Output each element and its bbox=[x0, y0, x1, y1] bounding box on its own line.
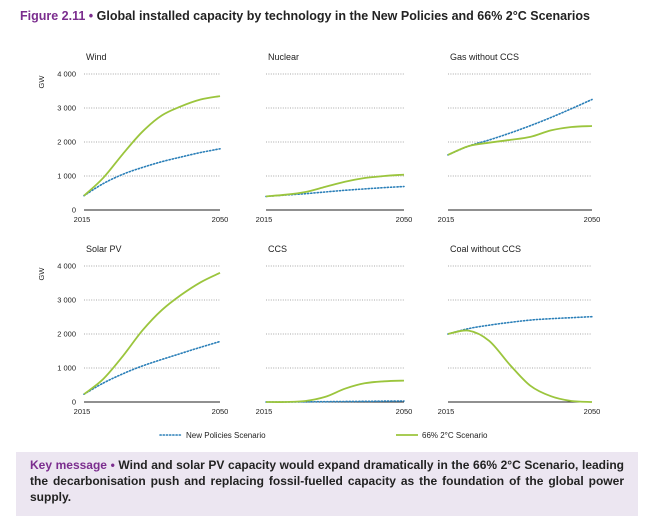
key-message-separator: • bbox=[106, 458, 119, 472]
legend-label-new-policies: New Policies Scenario bbox=[186, 431, 266, 440]
x-tick-label: 2015 bbox=[74, 215, 91, 224]
y-axis-label: GW bbox=[37, 267, 46, 281]
legend-label-66-2c: 66% 2°C Scenario bbox=[422, 431, 488, 440]
y-tick-label: 0 bbox=[72, 206, 76, 215]
key-message-label: Key message bbox=[30, 458, 107, 472]
y-tick-label: 4 000 bbox=[57, 262, 76, 271]
x-tick-label: 2050 bbox=[212, 215, 229, 224]
y-tick-label: 4 000 bbox=[57, 70, 76, 79]
x-tick-label: 2050 bbox=[584, 215, 601, 224]
series-line-nuclear-new-policies-scenario bbox=[265, 185, 405, 198]
series-line-ccs-66-2-c-scenario bbox=[265, 379, 405, 403]
panel-title-wind: Wind bbox=[86, 52, 107, 62]
x-tick-label: 2050 bbox=[584, 407, 601, 416]
panel-title-solar-pv: Solar PV bbox=[86, 244, 122, 254]
y-tick-label: 1 000 bbox=[57, 364, 76, 373]
series-line-nuclear-66-2-c-scenario bbox=[265, 173, 405, 198]
y-tick-label: 2 000 bbox=[57, 138, 76, 147]
key-message-box: Key message • Wind and solar PV capacity… bbox=[16, 452, 638, 516]
figure-title: Figure 2.11 • Global installed capacity … bbox=[20, 9, 640, 23]
y-tick-label: 0 bbox=[72, 398, 76, 407]
panel-title-gas-without-ccs: Gas without CCS bbox=[450, 52, 519, 62]
y-tick-label: 3 000 bbox=[57, 296, 76, 305]
y-tick-label: 2 000 bbox=[57, 330, 76, 339]
series-line-wind-66-2-c-scenario bbox=[83, 95, 221, 197]
series-line-solar-pv-new-policies-scenario bbox=[83, 340, 221, 395]
key-message-text: Wind and solar PV capacity would expand … bbox=[30, 458, 624, 504]
series-line-coal-without-ccs-new-policies-scenario bbox=[447, 315, 593, 335]
y-tick-label: 3 000 bbox=[57, 104, 76, 113]
series-line-wind-new-policies-scenario bbox=[83, 148, 221, 197]
figure-title-separator: • bbox=[85, 9, 97, 23]
x-tick-label: 2015 bbox=[256, 215, 273, 224]
series-line-ccs-new-policies-scenario bbox=[265, 400, 405, 403]
series-line-coal-without-ccs-66-2-c-scenario bbox=[447, 329, 593, 403]
figure-title-text: Global installed capacity by technology … bbox=[96, 9, 590, 23]
panel-title-ccs: CCS bbox=[268, 244, 287, 254]
x-tick-label: 2015 bbox=[74, 407, 91, 416]
x-tick-label: 2015 bbox=[438, 407, 455, 416]
small-multiples-chart: Wind 0 1 000 2 000 3 000 4 000 GW 2015 2050 Nucle… bbox=[37, 52, 601, 440]
x-tick-label: 2050 bbox=[396, 215, 413, 224]
x-tick-label: 2015 bbox=[256, 407, 273, 416]
x-tick-label: 2050 bbox=[396, 407, 413, 416]
series-line-solar-pv-66-2-c-scenario bbox=[83, 271, 221, 395]
x-tick-label: 2015 bbox=[438, 215, 455, 224]
x-tick-label: 2050 bbox=[212, 407, 229, 416]
y-axis-label: GW bbox=[37, 75, 46, 89]
panel-title-nuclear: Nuclear bbox=[268, 52, 299, 62]
series-line-gas-without-ccs-66-2-c-scenario bbox=[447, 125, 593, 156]
panel-title-coal-without-ccs: Coal without CCS bbox=[450, 244, 521, 254]
figure-number: Figure 2.11 bbox=[20, 9, 86, 23]
y-tick-label: 1 000 bbox=[57, 172, 76, 181]
